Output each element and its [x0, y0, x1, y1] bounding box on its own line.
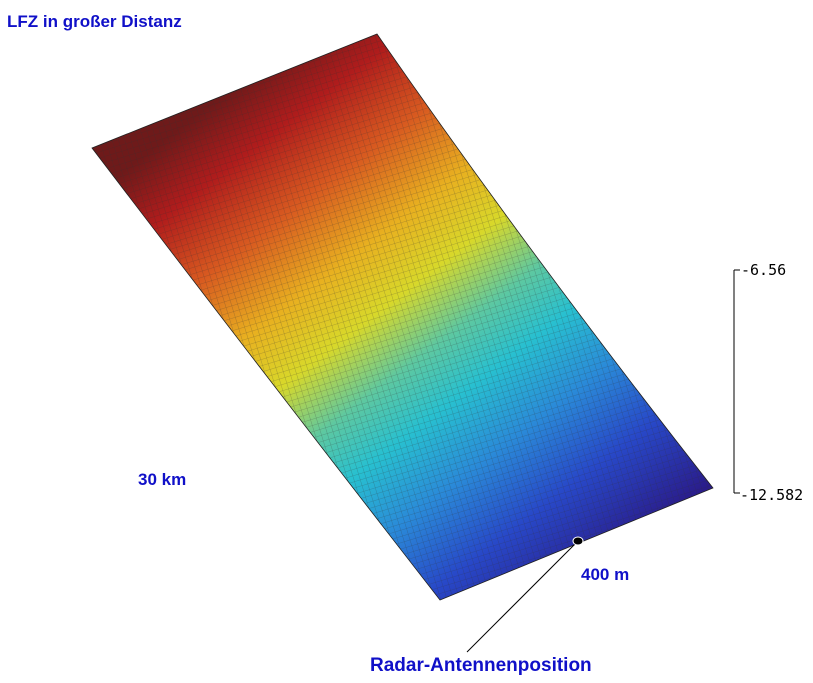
antenna-position-label: Radar-Antennenposition [370, 655, 592, 676]
antenna-marker-icon [572, 536, 584, 546]
range-length-label: 30 km [138, 470, 187, 489]
colorbar-min-label: -12.582 [740, 486, 804, 504]
figure-title: LFZ in großer Distanz [7, 12, 182, 31]
leader-line [466, 541, 578, 653]
colorbar-max-label: -6.56 [741, 261, 787, 279]
range-width-label: 400 m [581, 565, 630, 584]
surface-gridlines [92, 34, 713, 600]
